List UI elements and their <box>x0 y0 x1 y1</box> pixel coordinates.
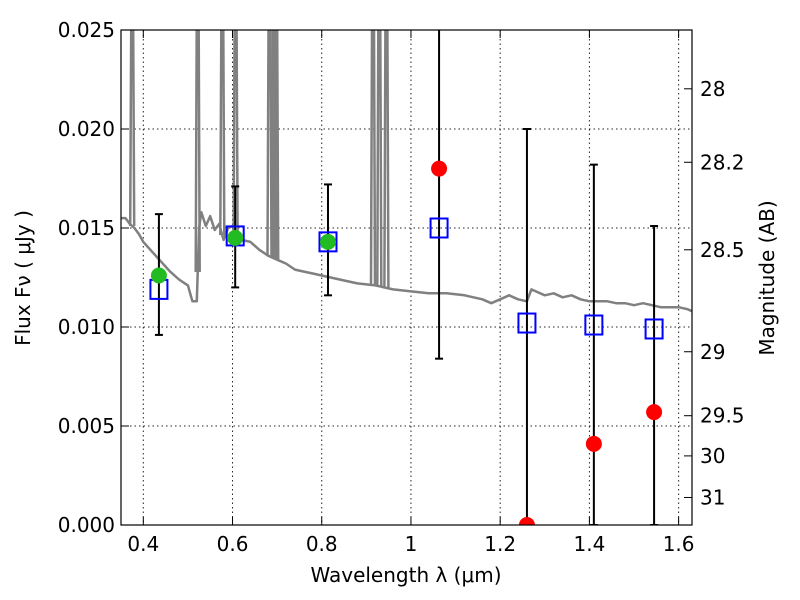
x-axis-label: Wavelength λ (μm) <box>310 563 501 587</box>
detection-point <box>319 233 336 250</box>
y-tick-label: 0.015 <box>58 216 115 240</box>
y-tick-label: 0.005 <box>58 414 115 438</box>
y2-axis-label: Magnitude (AB) <box>755 200 779 355</box>
low-snr-point <box>646 404 663 421</box>
low-snr-point <box>518 517 535 525</box>
y-tick-label: 0.010 <box>58 315 115 339</box>
x-tick-label: 1.4 <box>573 532 605 556</box>
data-markers <box>149 160 664 525</box>
model-flux-square <box>644 318 664 340</box>
model-flux-square <box>517 312 537 334</box>
detection-point <box>227 229 244 246</box>
spectrum-line <box>121 210 692 313</box>
mag-tick-label: 28.2 <box>700 150 745 174</box>
spectrum-line-spike <box>369 30 377 286</box>
low-snr-point <box>585 435 602 452</box>
template-spectrum <box>121 30 692 313</box>
plot-background <box>121 30 692 525</box>
x-tick-label: 1 <box>405 532 418 556</box>
model-flux-square <box>429 217 449 239</box>
spectrum-line-spike <box>128 30 136 227</box>
spectrum-line-spike <box>232 30 239 233</box>
y-tick-label: 0.000 <box>58 513 115 537</box>
detection-point <box>150 267 167 284</box>
mag-tick-label: 28.5 <box>700 238 745 262</box>
y-tick-label: 0.020 <box>58 117 115 141</box>
low-snr-point <box>431 160 448 177</box>
x-tick-label: 0.6 <box>217 532 249 556</box>
mag-tick-label: 28 <box>700 77 725 101</box>
mag-tick-label: 30 <box>700 444 725 468</box>
y-tick-label: 0.025 <box>58 18 115 42</box>
y-axis-label: Flux Fν ( μJy ) <box>11 210 35 346</box>
mag-tick-label: 29 <box>700 340 725 364</box>
model-flux-square <box>318 231 338 253</box>
x-tick-label: 0.8 <box>306 532 338 556</box>
spectrum-line-spike <box>219 30 226 236</box>
axis-ticks: 0.4 0.6 0.8 1 1.2 1.4 1.6 0.000 0.005 0.010 0.015 0… <box>58 18 745 556</box>
mag-tick-label: 31 <box>700 485 725 509</box>
spectrum-line-spike <box>383 30 390 288</box>
model-flux-square <box>584 314 604 336</box>
plot-frame <box>120 29 693 526</box>
spectrum-line-spike <box>272 30 280 260</box>
x-tick-label: 0.4 <box>127 532 159 556</box>
spectrum-line-spike <box>376 30 383 287</box>
spectrum-line-spike <box>194 30 201 273</box>
x-tick-label: 1.6 <box>663 532 695 556</box>
x-tick-label: 1.2 <box>484 532 516 556</box>
mag-tick-label: 29.5 <box>700 404 745 428</box>
